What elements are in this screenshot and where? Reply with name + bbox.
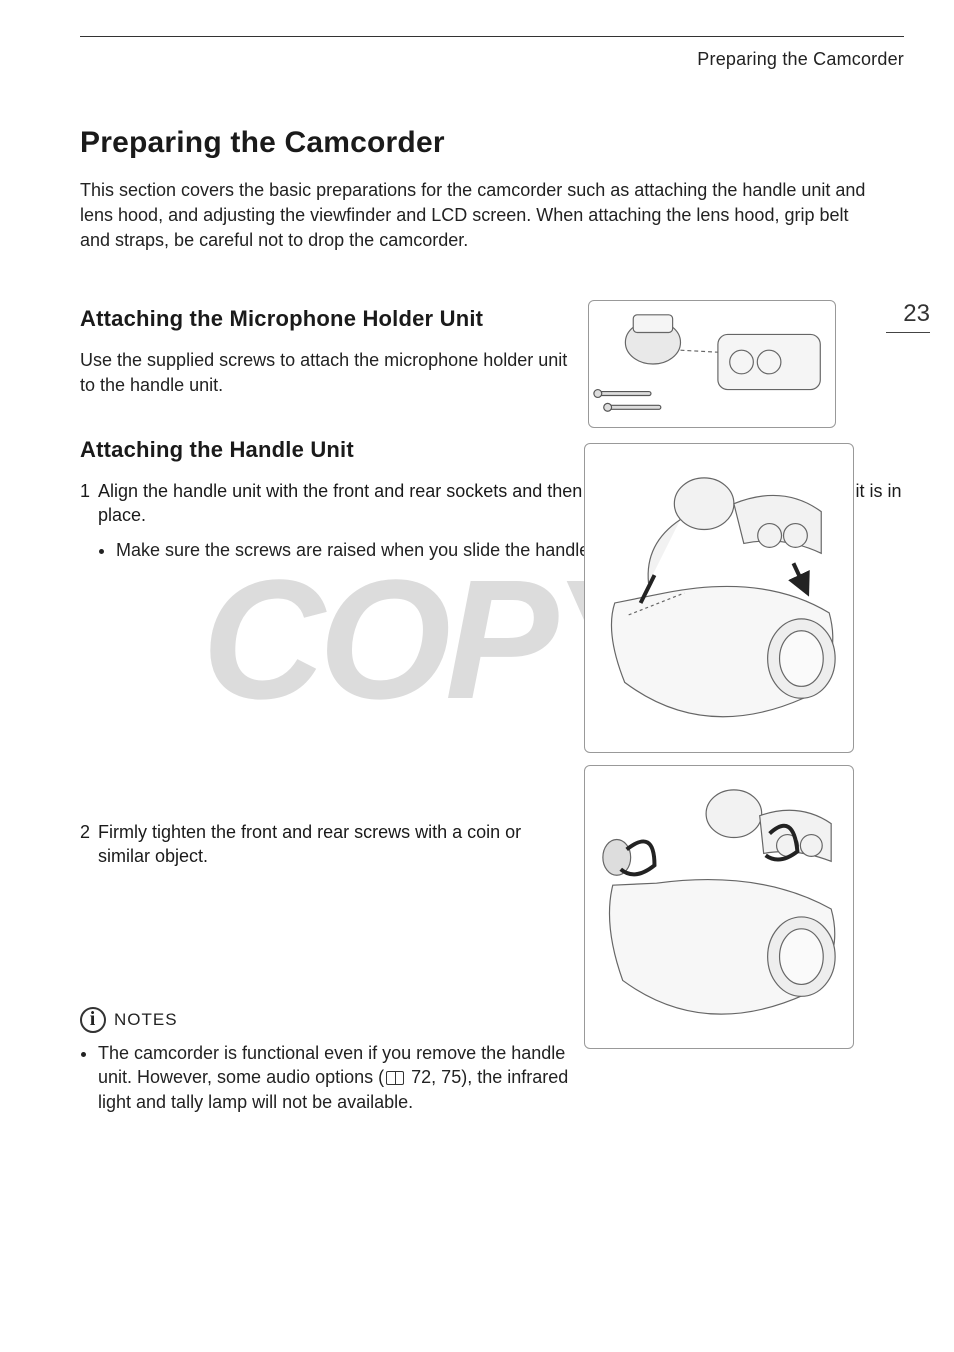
section-handle-unit: Attaching the Handle Unit 1 Align the ha… bbox=[80, 437, 904, 1115]
page-title: Preparing the Camcorder bbox=[80, 126, 904, 160]
section-mic-holder: Attaching the Microphone Holder Unit Use… bbox=[80, 306, 904, 397]
intro-paragraph: This section covers the basic preparatio… bbox=[80, 178, 880, 252]
step-number: 1 bbox=[80, 479, 90, 503]
step-text: Firmly tighten the front and rear screws… bbox=[98, 820, 560, 869]
notes-item: The camcorder is functional even if you … bbox=[98, 1041, 570, 1115]
notes-page-refs: 72, 75 bbox=[406, 1067, 461, 1087]
header-rule bbox=[80, 36, 904, 37]
step-number: 2 bbox=[80, 820, 90, 844]
info-icon: i bbox=[80, 1007, 106, 1033]
notes-block: i NOTES The camcorder is functional even… bbox=[80, 1007, 570, 1115]
figure-mic-holder bbox=[588, 300, 836, 428]
notes-label: NOTES bbox=[114, 1010, 178, 1030]
running-header: Preparing the Camcorder bbox=[80, 49, 904, 70]
step-2: 2 Firmly tighten the front and rear scre… bbox=[80, 820, 560, 869]
figure-handle-tighten bbox=[584, 765, 854, 1049]
section-body: Use the supplied screws to attach the mi… bbox=[80, 348, 580, 397]
manual-icon bbox=[386, 1071, 404, 1085]
figure-handle-align bbox=[584, 443, 854, 753]
